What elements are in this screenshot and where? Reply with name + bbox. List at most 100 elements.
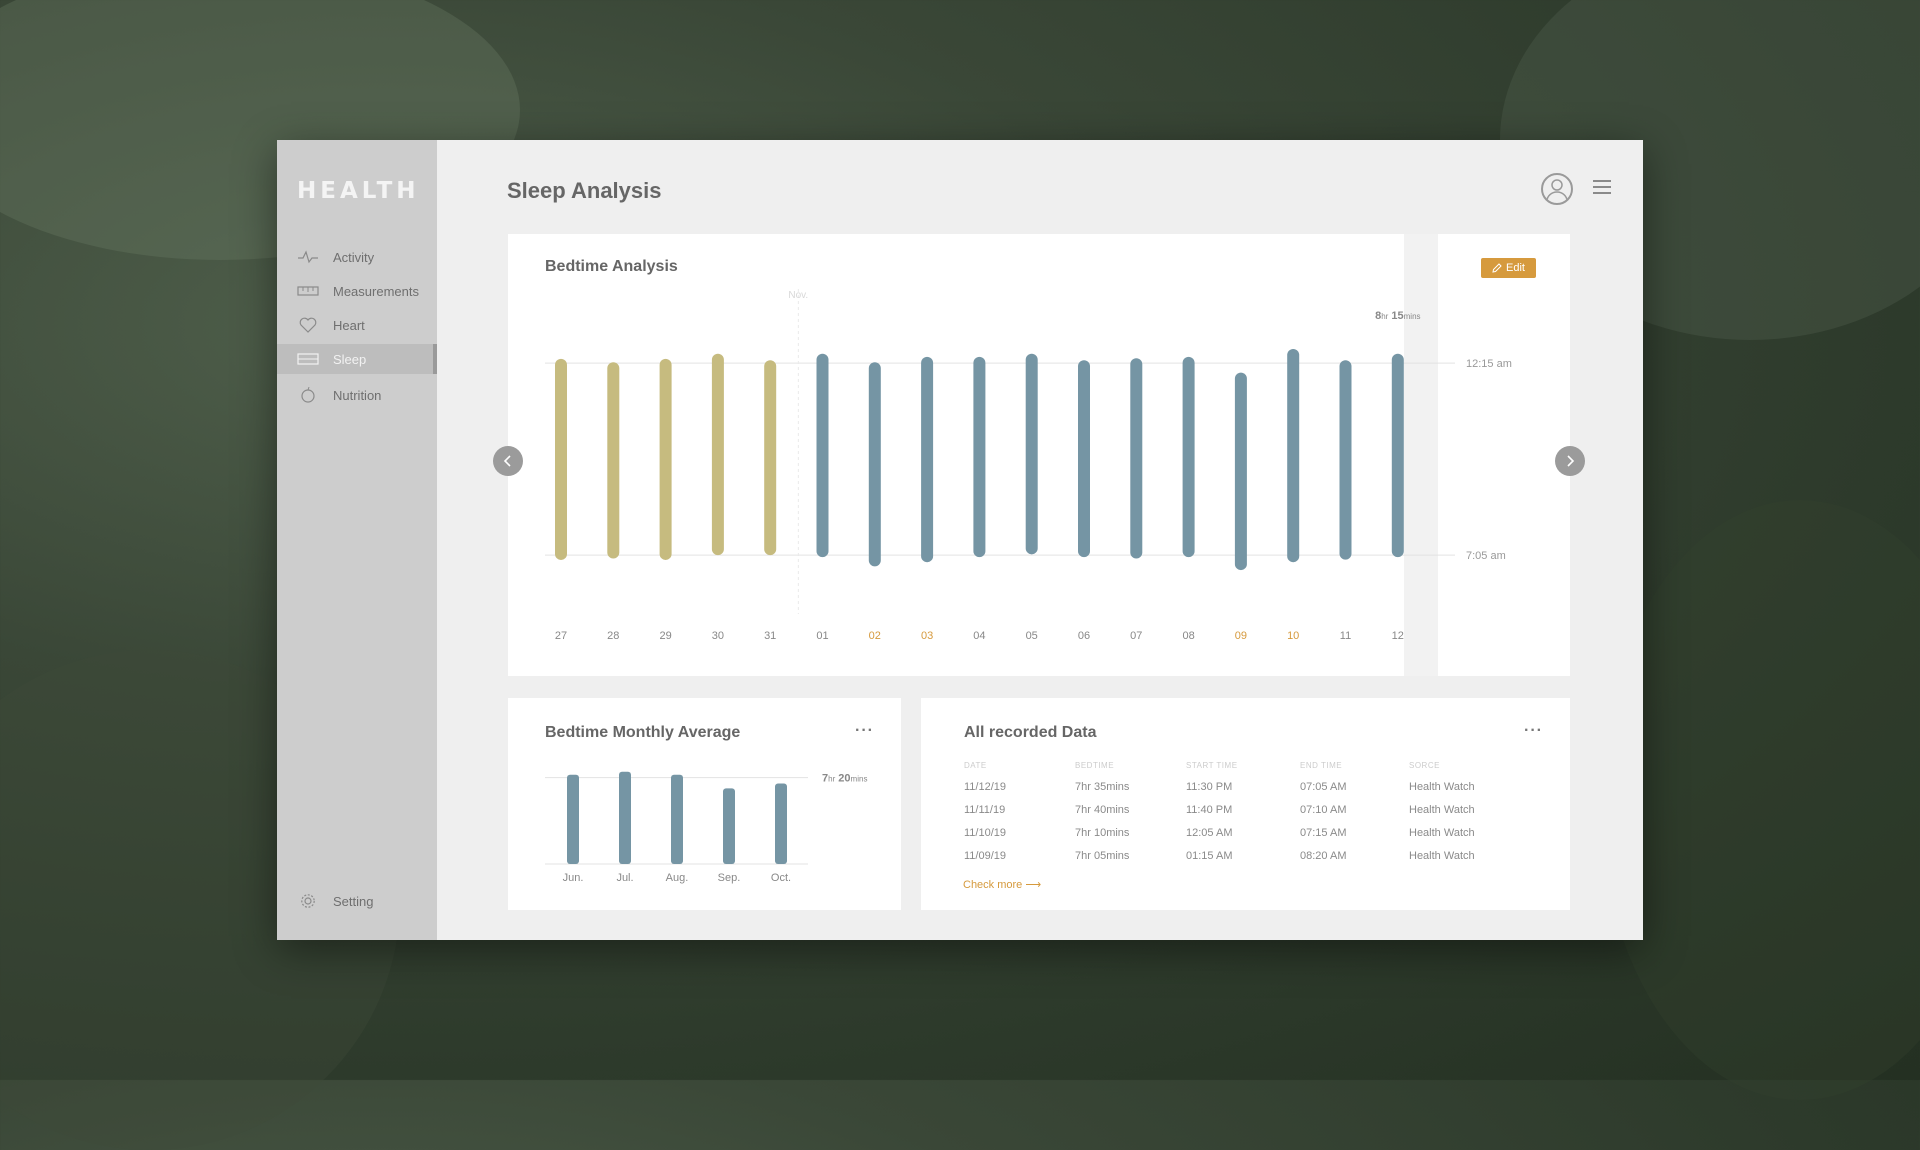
sidebar: HEALTH Activity Measurements Heart Sleep xyxy=(277,140,437,940)
bedtime-analysis-title: Bedtime Analysis xyxy=(545,258,678,275)
activity-icon xyxy=(297,250,319,264)
x-tick-label: 06 xyxy=(1078,630,1090,642)
table-cell: 11/09/19 xyxy=(964,850,1007,862)
bedtime-bar xyxy=(711,353,724,556)
x-tick-label: Jun. xyxy=(563,872,584,884)
hamburger-menu-icon[interactable] xyxy=(1593,180,1611,194)
x-tick-label: 28 xyxy=(607,630,619,642)
sidebar-item-setting[interactable]: Setting xyxy=(277,886,437,916)
table-cell: 11:30 PM xyxy=(1186,781,1233,793)
sidebar-item-sleep[interactable]: Sleep xyxy=(277,344,437,374)
table-cell: 07:10 AM xyxy=(1300,804,1347,816)
x-tick-label: 27 xyxy=(555,630,567,642)
monthly-bar xyxy=(723,788,735,864)
setting-label: Setting xyxy=(333,893,374,909)
sidebar-item-activity[interactable]: Activity xyxy=(277,242,437,272)
bedtime-bar xyxy=(1391,353,1404,558)
bedtime-bar xyxy=(1025,353,1038,555)
arrow-right-icon: ⟶ xyxy=(1025,879,1042,891)
bedtime-chart: 12:15 am 7:05 am Nov. 27 28 29 30 31 01 02 03 04 05 0… xyxy=(545,234,1512,676)
bedtime-bar xyxy=(1182,356,1195,558)
bedtime-bar xyxy=(1339,360,1352,560)
edit-label: Edit xyxy=(1506,262,1525,274)
table-cell: 11:40 PM xyxy=(1186,804,1233,816)
x-tick-label: 08 xyxy=(1182,630,1194,642)
table-cell: 07:15 AM xyxy=(1300,827,1347,839)
bedtime-bar xyxy=(1130,358,1143,559)
x-tick-label: Aug. xyxy=(666,872,689,884)
x-tick-label: 09 xyxy=(1235,630,1247,642)
x-tick-label: 05 xyxy=(1026,630,1038,642)
chart-next-button[interactable] xyxy=(1555,446,1585,476)
bedtime-bar xyxy=(868,362,881,567)
table-cell: 7hr 35mins xyxy=(1075,781,1130,793)
table-cell: 7hr 05mins xyxy=(1075,850,1130,862)
table-cell: 11/10/19 xyxy=(964,827,1007,839)
gear-icon xyxy=(297,893,319,909)
x-tick-label: Sep. xyxy=(718,872,741,884)
x-tick-label: Jul. xyxy=(616,872,633,884)
table-cell: 11/12/19 xyxy=(964,781,1007,793)
sidebar-item-label: Sleep xyxy=(333,351,367,367)
highlight-column xyxy=(1404,234,1438,676)
monthly-reference-label: 7hr 20mins xyxy=(822,773,867,785)
page-title: Sleep Analysis xyxy=(507,178,662,203)
edit-button[interactable]: Edit xyxy=(1481,258,1536,278)
bottom-reference-label: 7:05 am xyxy=(1466,550,1506,562)
monthly-bar xyxy=(671,774,683,864)
duration-label: 8hr 15mins xyxy=(1375,310,1420,322)
bedtime-analysis-card: Bedtime Analysis Edit 12:15 am 7:05 am Nov… xyxy=(508,234,1570,676)
sidebar-item-label: Measurements xyxy=(333,283,419,299)
recorded-data-title: All recorded Data xyxy=(964,724,1097,741)
bedtime-bar xyxy=(921,356,934,563)
x-tick-label: 04 xyxy=(973,630,985,642)
table-header: DATE xyxy=(964,761,987,770)
table-cell: Health Watch xyxy=(1409,781,1475,793)
table-header: SORCE xyxy=(1409,761,1440,770)
monthly-bar xyxy=(775,783,787,864)
bedtime-bar xyxy=(555,358,567,560)
user-avatar-icon[interactable] xyxy=(1541,173,1573,205)
table-cell: 01:15 AM xyxy=(1186,850,1233,862)
table-cell: 08:20 AM xyxy=(1300,850,1347,862)
x-tick-label: Oct. xyxy=(771,872,791,884)
monthly-average-card: Bedtime Monthly Average ··· 7hr 20mins Ju… xyxy=(508,698,901,910)
sidebar-item-measurements[interactable]: Measurements xyxy=(277,276,437,306)
apple-icon xyxy=(297,387,319,403)
pencil-icon xyxy=(1492,263,1502,273)
table-cell: 7hr 10mins xyxy=(1075,827,1130,839)
bedtime-bar xyxy=(764,360,777,556)
bedtime-bar xyxy=(659,358,672,560)
table-header: START TIME xyxy=(1186,761,1238,770)
app-logo: HEALTH xyxy=(297,178,420,204)
bedtime-bar xyxy=(607,362,620,559)
x-tick-label: 30 xyxy=(712,630,724,642)
month-marker-label: Nov. xyxy=(788,290,808,301)
x-tick-label: 12 xyxy=(1392,630,1404,642)
recorded-data-card: All recorded Data ··· DATE BEDTIME START T… xyxy=(921,698,1570,910)
bedtime-bar xyxy=(1287,349,1300,563)
sidebar-item-label: Activity xyxy=(333,249,375,265)
table-cell: 11/11/19 xyxy=(964,804,1006,816)
table-cell: 07:05 AM xyxy=(1300,781,1347,793)
chevron-right-icon xyxy=(1567,455,1575,467)
monthly-average-title: Bedtime Monthly Average xyxy=(545,724,741,741)
more-options-icon[interactable]: ··· xyxy=(1524,722,1543,739)
table-cell: 12:05 AM xyxy=(1186,827,1233,839)
x-tick-label: 02 xyxy=(869,630,881,642)
more-options-icon[interactable]: ··· xyxy=(855,722,874,739)
x-tick-label: 11 xyxy=(1340,630,1351,642)
table-header: BEDTIME xyxy=(1075,761,1115,770)
chart-prev-button[interactable] xyxy=(493,446,523,476)
sidebar-item-heart[interactable]: Heart xyxy=(277,310,437,340)
sidebar-item-nutrition[interactable]: Nutrition xyxy=(277,380,437,410)
check-more-link[interactable]: Check more ⟶ xyxy=(963,878,1041,891)
monthly-chart: 7hr 20mins Jun. Jul. Aug. Sep. Oct. xyxy=(545,771,867,884)
x-tick-label: 01 xyxy=(816,630,828,642)
bedtime-bar xyxy=(1078,360,1090,558)
x-tick-label: 07 xyxy=(1130,630,1142,642)
table-cell: Health Watch xyxy=(1409,850,1475,862)
bed-icon xyxy=(297,352,319,366)
sidebar-item-label: Nutrition xyxy=(333,387,382,403)
table-cell: Health Watch xyxy=(1409,827,1475,839)
